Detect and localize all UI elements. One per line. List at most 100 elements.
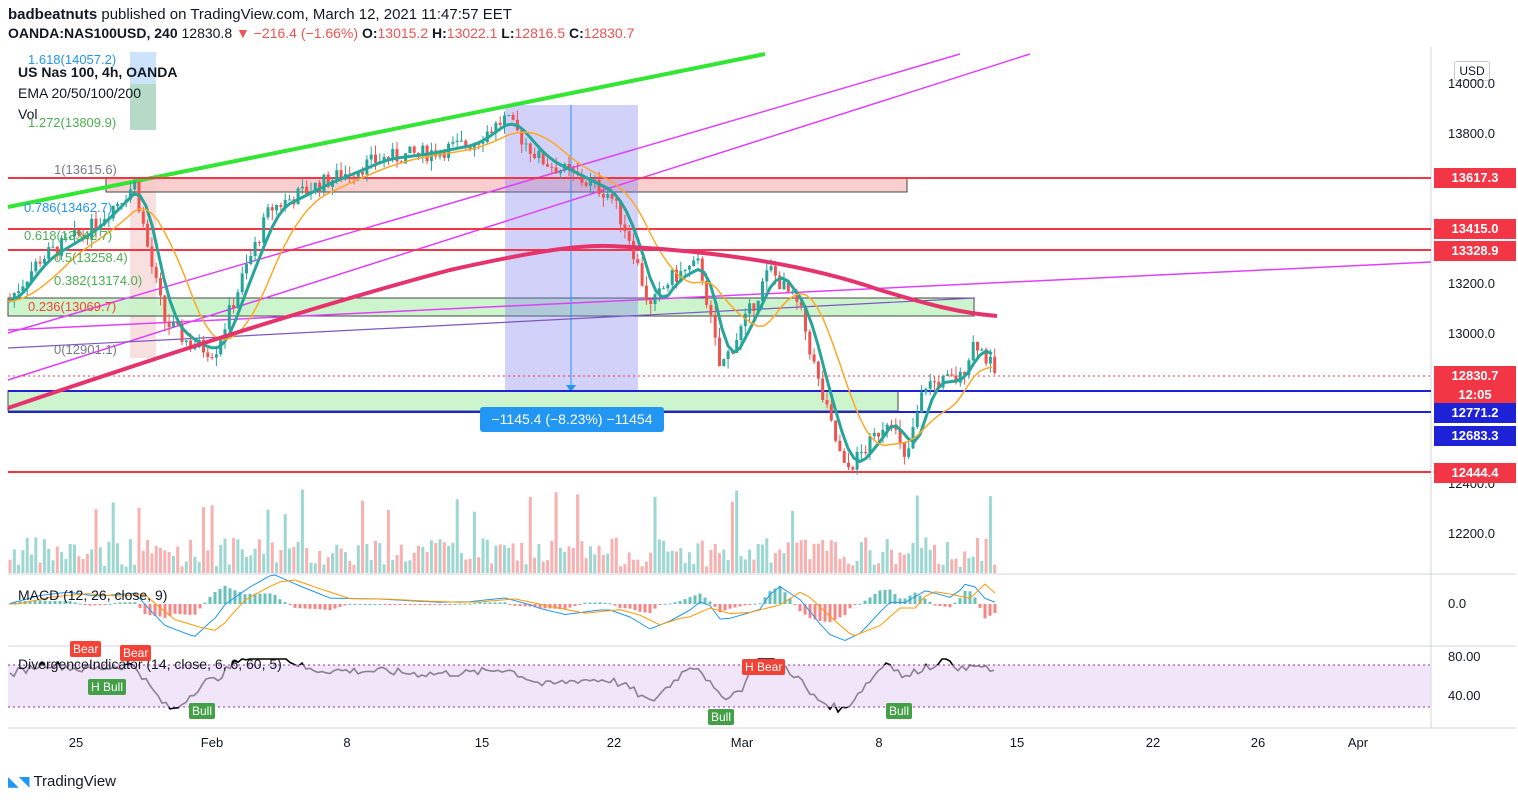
volume-bar — [202, 507, 205, 573]
volume-bar — [176, 546, 180, 573]
macd-hist — [433, 604, 437, 605]
volume-bar — [528, 496, 532, 573]
candle-body — [150, 246, 154, 267]
time-tick: 15 — [1009, 735, 1025, 750]
macd-hist — [813, 604, 817, 620]
candle-body — [266, 207, 270, 218]
volume-bar — [331, 553, 334, 573]
macd-hist — [178, 604, 182, 615]
volume-bar — [472, 511, 476, 573]
macd-hist — [523, 604, 527, 607]
volume-bar — [421, 547, 425, 573]
volume-bar — [988, 496, 992, 573]
volume-bar — [967, 558, 971, 573]
candle-body — [305, 186, 309, 194]
volume-bar — [679, 548, 683, 573]
legend-ema[interactable]: EMA 20/50/100/200 — [18, 85, 141, 101]
candle-body — [976, 341, 979, 351]
volume-bar — [257, 539, 261, 573]
div-label[interactable]: DivergenceIndicator (14, close, 6, 6, 60… — [18, 656, 282, 672]
candle-body — [68, 236, 72, 238]
open-value: 13015.2 — [377, 25, 429, 41]
volume-bar — [490, 563, 494, 573]
legend-vol[interactable]: Vol — [18, 106, 38, 122]
volume-bar — [954, 558, 958, 573]
currency-button[interactable]: USD — [1454, 61, 1490, 81]
volume-bar — [163, 550, 167, 573]
volume-bar — [262, 553, 266, 573]
macd-hist — [648, 604, 652, 613]
macd-hist — [498, 602, 502, 604]
volume-bar — [17, 564, 21, 573]
volume-bar — [326, 557, 330, 573]
macd-hist — [283, 602, 287, 604]
candle-body — [980, 349, 984, 351]
volume-bar — [318, 551, 322, 573]
publisher-name[interactable]: badbeatnuts — [8, 6, 98, 23]
low-value: 12816.5 — [514, 25, 566, 41]
volume-bar — [442, 542, 446, 573]
volume-bar — [47, 548, 51, 573]
symbol-label[interactable]: OANDA:NAS100USD, 240 — [8, 25, 178, 41]
candle-body — [189, 340, 193, 349]
candle-body — [567, 163, 571, 169]
volume-bar — [85, 553, 89, 573]
macd-hist — [848, 604, 852, 609]
volume-bar — [438, 539, 442, 573]
volume-bar — [60, 552, 64, 573]
volume-bar — [120, 564, 124, 573]
volume-bars — [8, 489, 997, 573]
measure-label: −1145.4 (−8.23%) −11454 — [480, 407, 664, 432]
macd-hist — [63, 600, 67, 604]
macd-pane — [8, 574, 997, 642]
candle-body — [644, 285, 648, 301]
volume-bar — [700, 540, 704, 573]
macd-hist — [98, 604, 102, 606]
candle-body — [829, 404, 833, 421]
ema-lines — [7, 122, 998, 464]
macd-hist — [373, 603, 377, 605]
macd-hist — [988, 604, 992, 616]
volume-bar — [124, 566, 128, 573]
volume-bar — [752, 559, 756, 573]
candle-body — [657, 288, 661, 295]
volume-bar — [589, 546, 592, 573]
tradingview-logo[interactable]: ◣◥ TradingView — [8, 773, 116, 790]
macd-hist — [398, 604, 402, 605]
macd-hist — [48, 601, 52, 604]
volume-bar — [692, 563, 696, 573]
volume-bar — [816, 543, 820, 573]
volume-bar — [963, 551, 967, 573]
candle-body — [735, 340, 739, 353]
macd-hist — [863, 600, 867, 604]
candle-body — [963, 371, 967, 375]
macd-hist — [408, 604, 412, 605]
volume-bar — [726, 559, 730, 573]
volume-bar — [447, 545, 451, 573]
macd-label[interactable]: MACD (12, 26, close, 9) — [18, 587, 168, 603]
volume-bar — [907, 553, 911, 573]
volume-bar — [769, 562, 773, 573]
price-tick: 13800.0 — [1448, 126, 1495, 141]
fib-box-green — [130, 84, 156, 130]
volume-bar — [533, 557, 537, 573]
macd-hist — [188, 604, 192, 615]
candle-body — [94, 218, 98, 230]
candle-body — [937, 381, 941, 388]
volume-bar — [825, 550, 829, 573]
candle-body — [683, 269, 687, 272]
volume-bar — [219, 545, 223, 573]
macd-hist — [253, 593, 257, 604]
candle-body — [167, 321, 171, 328]
volume-bar — [808, 559, 812, 573]
measure-arrowhead — [566, 385, 576, 392]
time-tick: 26 — [1250, 735, 1266, 750]
volume-bar — [601, 554, 605, 573]
macd-hist — [738, 604, 742, 607]
volume-bar — [361, 500, 365, 573]
volume-bar — [515, 560, 519, 573]
macd-hist — [38, 600, 42, 604]
legend-title[interactable]: US Nas 100, 4h, OANDA — [18, 64, 178, 80]
candle-body — [210, 357, 214, 359]
